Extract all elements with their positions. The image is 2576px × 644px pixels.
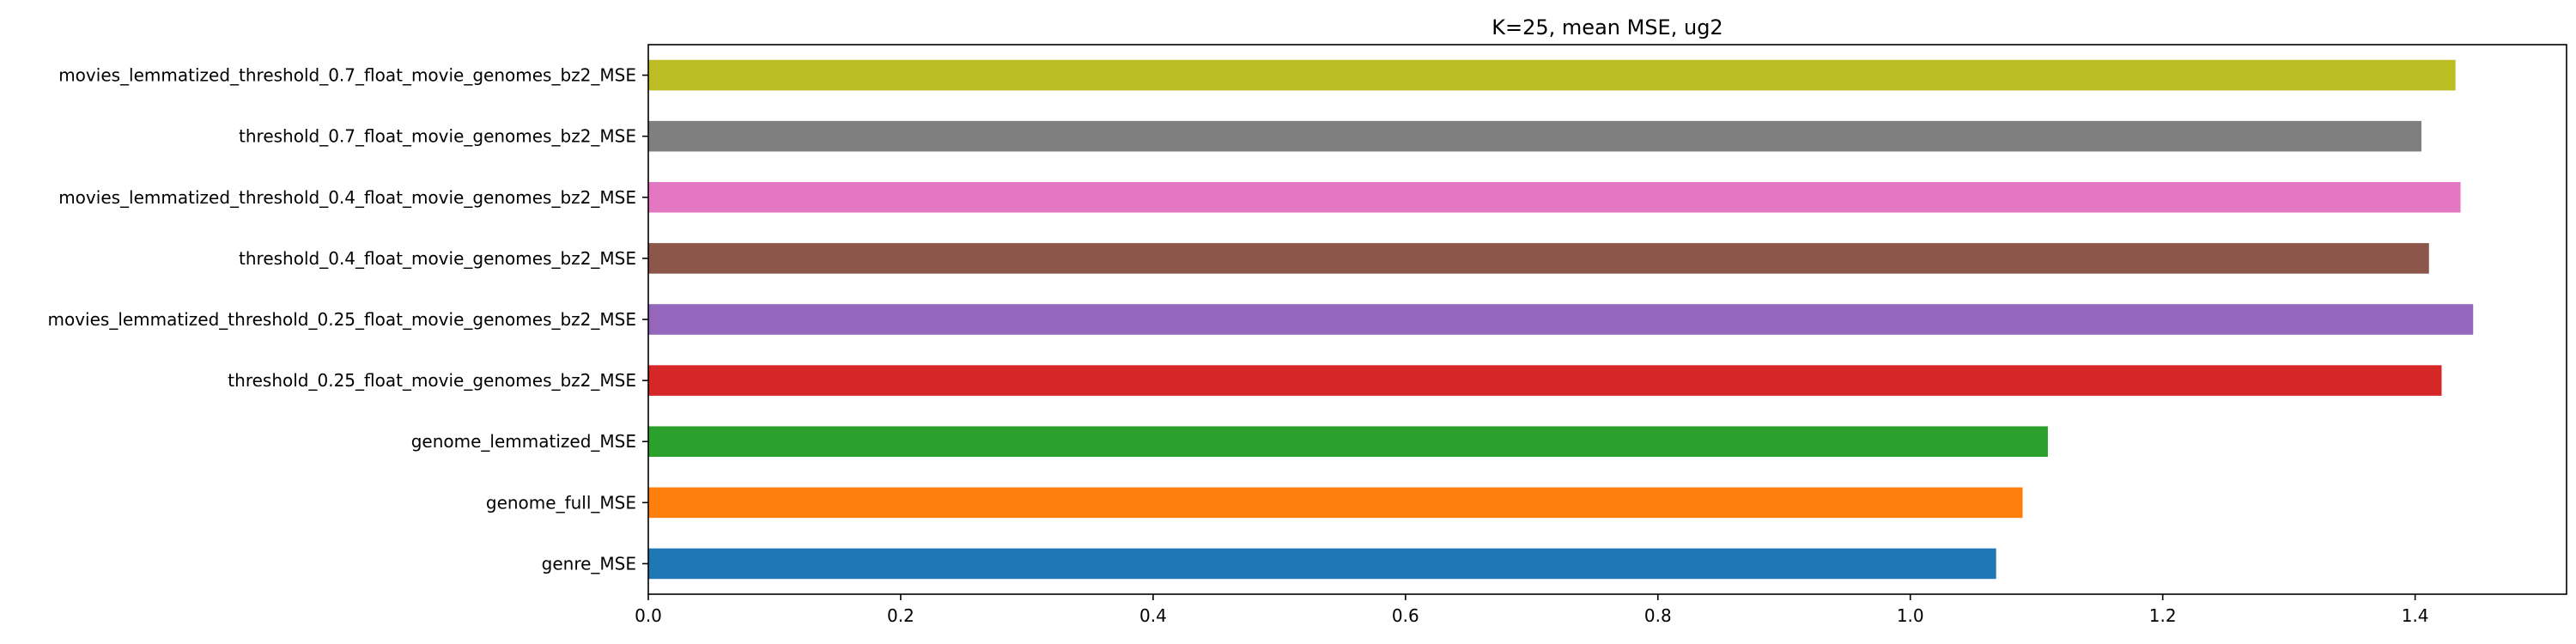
bar-movies_lemmatized_threshold_0.4_float_movie_genomes_bz2_MSE — [648, 182, 2461, 213]
x-tick-label: 1.2 — [2149, 605, 2177, 626]
x-tick-label: 1.0 — [1897, 605, 1924, 626]
plot-frame — [647, 44, 2567, 595]
x-tick-label: 0.6 — [1392, 605, 1419, 626]
y-tick-label: threshold_0.4_float_movie_genomes_bz2_MS… — [239, 248, 636, 269]
y-tick-label: movies_lemmatized_threshold_0.7_float_mo… — [58, 65, 636, 86]
chart-title: K=25, mean MSE, ug2 — [1492, 15, 1722, 39]
bar-genre_MSE — [648, 548, 1996, 580]
x-tick-label: 0.8 — [1644, 605, 1672, 626]
x-tick-label: 0.0 — [635, 605, 662, 626]
y-tick-label: genre_MSE — [542, 553, 636, 574]
y-tick-label: genome_full_MSE — [486, 492, 636, 513]
y-tick-label: threshold_0.7_float_movie_genomes_bz2_MS… — [239, 126, 636, 147]
bar-genome_lemmatized_MSE — [648, 426, 2048, 457]
bar-genome_full_MSE — [648, 487, 2023, 519]
x-tick-label: 0.4 — [1139, 605, 1167, 626]
bar-threshold_0.25_float_movie_genomes_bz2_MSE — [648, 365, 2442, 396]
bar-movies_lemmatized_threshold_0.25_float_movie_genomes_bz2_MSE — [648, 304, 2474, 335]
y-tick-label: threshold_0.25_float_movie_genomes_bz2_M… — [228, 370, 636, 391]
category-labels: genre_MSE genome_full_MSE genome_lemmatize… — [47, 65, 648, 574]
x-tick-label: 0.2 — [887, 605, 914, 626]
bar-movies_lemmatized_threshold_0.7_float_movie_genomes_bz2_MSE — [648, 59, 2456, 91]
y-tick-label: movies_lemmatized_threshold_0.25_float_m… — [47, 309, 636, 330]
y-tick-label: movies_lemmatized_threshold_0.4_float_mo… — [58, 187, 636, 208]
x-axis-ticks: 0.0 0.2 0.4 0.6 0.8 1.0 1.2 1.4 — [635, 594, 2429, 626]
bar-threshold_0.4_float_movie_genomes_bz2_MSE — [648, 243, 2429, 274]
x-tick-label: 1.4 — [2402, 605, 2429, 626]
bars-group — [648, 59, 2474, 580]
bar-threshold_0.7_float_movie_genomes_bz2_MSE — [648, 120, 2421, 152]
y-tick-label: genome_lemmatized_MSE — [411, 431, 636, 452]
